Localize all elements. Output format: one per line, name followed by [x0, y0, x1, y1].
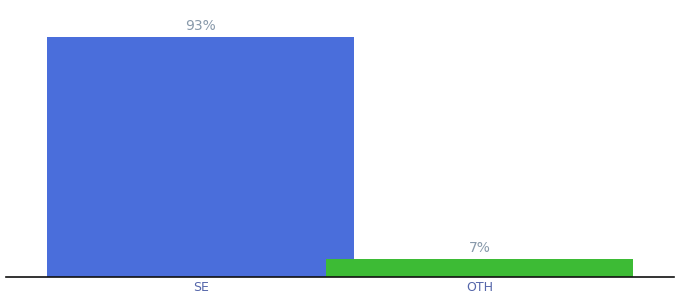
Bar [48, 37, 354, 277]
Text: 93%: 93% [185, 19, 216, 33]
Text: 7%: 7% [469, 241, 490, 255]
Bar [326, 259, 632, 277]
